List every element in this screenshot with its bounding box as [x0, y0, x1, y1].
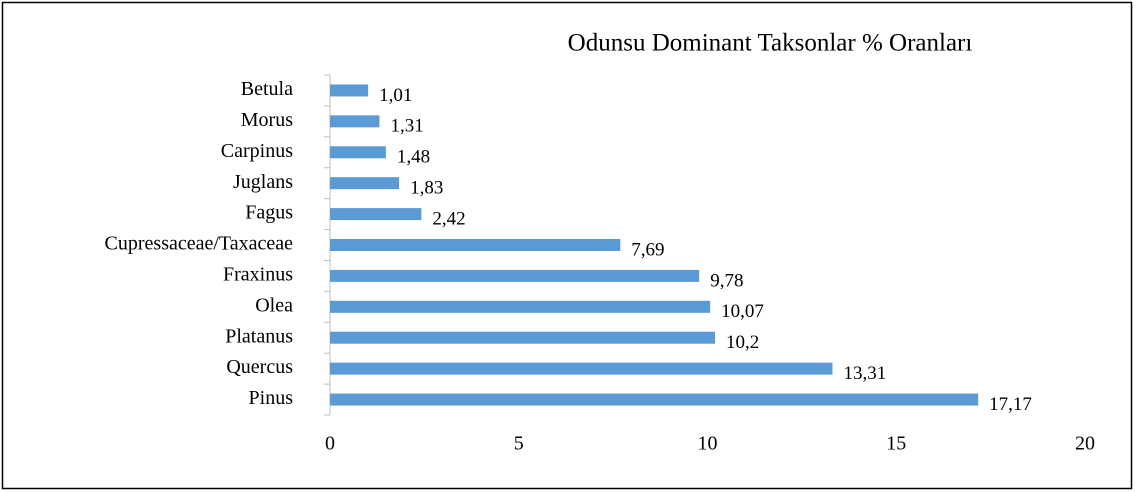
bar: [330, 269, 700, 282]
value-label: 13,31: [843, 363, 886, 384]
y-tick-label: Fraxinus: [223, 264, 293, 286]
value-label: 2,42: [432, 208, 465, 229]
y-tick-label: Pinus: [249, 387, 294, 409]
bar: [330, 177, 400, 190]
bar: [330, 239, 621, 251]
bar: [330, 208, 422, 221]
y-tick-label: Betula: [241, 78, 293, 100]
value-label: 9,78: [710, 270, 743, 291]
y-tick-label: Carpinus: [221, 140, 293, 162]
bar: [330, 115, 380, 128]
bar: [330, 331, 716, 344]
value-label: 10,07: [721, 301, 764, 322]
value-label: 7,69: [631, 239, 664, 260]
y-tick-label: Cupressaceae/Taxaceae: [105, 233, 294, 255]
x-tick-label: 0: [325, 433, 335, 455]
value-label: 10,2: [726, 332, 759, 353]
bar: [330, 146, 386, 159]
x-tick-label: 5: [514, 433, 524, 455]
bar: [330, 300, 711, 313]
value-label: 1,31: [390, 116, 423, 137]
value-label: 1,01: [379, 85, 412, 106]
bar: [330, 393, 979, 406]
y-tick-label: Olea: [255, 294, 293, 316]
value-label: 17,17: [989, 394, 1032, 415]
bar: [330, 362, 833, 375]
y-tick-label: Quercus: [226, 356, 293, 378]
x-tick-label: 10: [698, 433, 718, 455]
chart-title: Odunsu Dominant Taksonlar % Oranları: [568, 30, 973, 57]
y-tick-label: Fagus: [245, 202, 293, 224]
y-tick-label: Platanus: [225, 325, 293, 347]
x-tick-label: 15: [886, 433, 906, 455]
value-label: 1,83: [410, 178, 443, 199]
value-label: 1,48: [397, 147, 430, 168]
x-tick-label: 20: [1075, 433, 1095, 455]
bar: [330, 84, 369, 97]
y-tick-label: Juglans: [233, 171, 293, 193]
y-tick-label: Morus: [241, 109, 293, 131]
